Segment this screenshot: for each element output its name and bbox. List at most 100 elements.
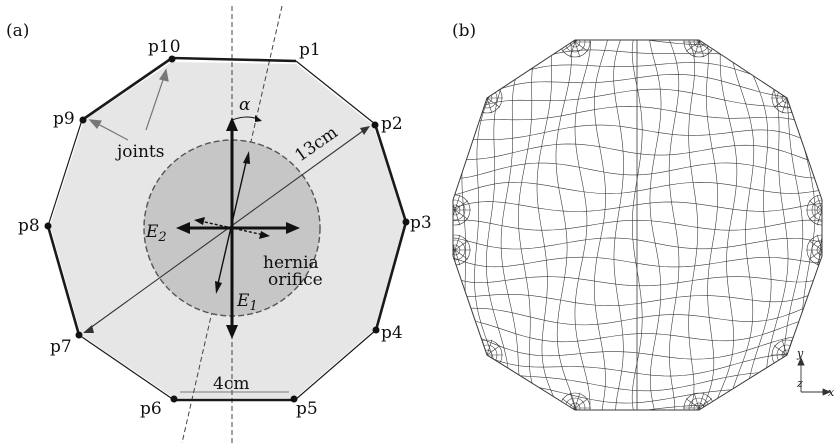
mesh-cluster-line [698, 407, 713, 410]
mesh-cluster-ring [453, 204, 461, 216]
x-axis-label: x [828, 386, 835, 399]
mesh-cluster-line [486, 97, 501, 108]
edge-p7-p8 [46, 225, 81, 336]
mesh-line [714, 45, 738, 406]
mesh-cluster-line [561, 398, 576, 409]
corner-dot-p5 [290, 395, 298, 403]
mesh-cluster-line [486, 339, 493, 356]
mesh-cluster-line [569, 41, 576, 58]
mesh-cluster-line [821, 249, 822, 260]
panel-a-label: (a) [6, 21, 29, 41]
edge-p4-p5 [294, 329, 377, 401]
mesh-cluster-line [786, 339, 793, 356]
y-axis-arrow [797, 356, 805, 366]
point-label-p1: p1 [299, 40, 321, 60]
edge-p10-p1 [171, 56, 297, 63]
mesh-cluster-ring [806, 234, 822, 266]
panel-a: (a) [6, 5, 432, 443]
mesh-cluster-ring [453, 244, 461, 256]
mesh-cluster-line [821, 234, 822, 251]
mesh-cluster-line [561, 407, 576, 410]
e1-label-main: E [236, 291, 250, 311]
point-label-p8: p8 [18, 216, 40, 236]
mesh-cluster-ring [453, 239, 466, 261]
corner-dot-p10 [168, 55, 176, 63]
mesh-cluster-line [574, 407, 589, 410]
mesh-cluster-line [453, 234, 456, 251]
mesh-line [649, 40, 662, 410]
point-labels: p1 p2 p3 p4 p5 p6 p7 p8 p9 p10 [18, 37, 432, 419]
point-label-p9: p9 [53, 109, 75, 129]
mesh-cluster-line [693, 41, 700, 58]
mesh-cluster-line [698, 40, 713, 43]
mesh-cluster-line [786, 88, 801, 99]
axes-indicator [797, 356, 832, 396]
joint-arrow-up-head [159, 68, 169, 82]
mesh-cluster-line [821, 209, 822, 226]
mesh-line [593, 40, 608, 410]
mesh-cluster-line [481, 82, 488, 99]
mesh-cluster-line [454, 194, 461, 211]
mesh-cluster-ring [453, 194, 471, 226]
mesh-cluster-line [486, 97, 493, 114]
mesh-cluster-line [685, 41, 700, 52]
mesh-cluster-line [453, 194, 456, 211]
mesh-cluster-line [816, 234, 822, 251]
mesh-cluster-line [698, 40, 705, 43]
rotated-e1-arrow-line [216, 157, 248, 289]
mesh-line [743, 50, 772, 400]
mesh-cluster-line [698, 407, 705, 410]
mesh-cluster-line [561, 41, 576, 52]
joint-arrow-left-head [88, 119, 102, 130]
joint-arrows [88, 68, 169, 141]
mesh-cluster-line [821, 194, 822, 211]
e1-label: E1 [236, 291, 258, 314]
e2-arrow-head-left [176, 222, 190, 234]
mesh-cluster-line [698, 41, 705, 58]
mesh-cluster-line [816, 249, 822, 266]
edge-length-label: 4cm [213, 374, 249, 394]
mesh-cluster-line [821, 249, 822, 266]
mesh-cluster-line [454, 240, 469, 251]
point-label-p10: p10 [148, 37, 181, 57]
mesh-cluster-line [569, 392, 576, 409]
mesh-cluster-line [481, 97, 488, 114]
x-axis-arrow [822, 388, 832, 396]
joint-arrow-up-line [145, 76, 165, 131]
edge-p1-p2 [295, 60, 376, 125]
e2-label-main: E [145, 222, 159, 242]
mesh-cluster-line [821, 200, 822, 211]
mesh-cluster-ring [453, 199, 466, 221]
alpha-arc-head [255, 115, 262, 122]
mesh-cluster-line [561, 40, 576, 43]
mesh-cluster-line [821, 209, 822, 220]
mesh-cluster-line [454, 234, 461, 251]
mesh-cluster-line [786, 82, 793, 99]
e2-label-sub: 2 [157, 230, 166, 245]
corner-dot-p4 [372, 326, 380, 334]
mesh-cluster-line [808, 249, 822, 260]
rotated-e2-arrow-head-left [194, 217, 205, 225]
mesh-cluster-line [574, 392, 581, 409]
mesh-cluster-line [808, 240, 822, 251]
point-label-p2: p2 [381, 114, 403, 134]
point-label-p3: p3 [410, 213, 432, 233]
mesh-cluster-line [481, 339, 488, 356]
mesh-cluster-line [569, 407, 576, 410]
mesh-cluster-line [453, 249, 456, 266]
mesh-line [486, 53, 516, 396]
mesh-cluster-line [781, 97, 788, 114]
corner-dot-p9 [79, 116, 87, 124]
mesh-cluster-line [786, 354, 793, 371]
mesh-cluster-line [454, 209, 469, 220]
edge-p6-p7 [78, 334, 175, 401]
hernia-label-line2: orifice [268, 270, 323, 290]
mesh-cluster-line [569, 40, 576, 43]
mesh-line [500, 51, 527, 399]
point-label-p6: p6 [140, 399, 162, 419]
corner-dots [44, 55, 410, 403]
mesh-line [668, 40, 680, 410]
mesh-cluster-line [574, 40, 589, 43]
radius-arrow-head-bottom [83, 325, 94, 333]
